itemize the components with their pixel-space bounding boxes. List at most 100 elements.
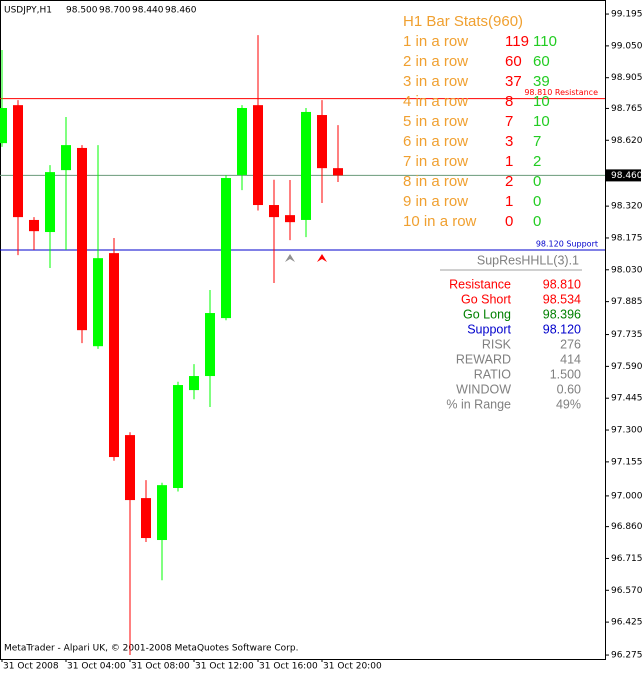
indicator-label: RATIO xyxy=(474,367,512,381)
plot-frame xyxy=(0,0,606,660)
y-tick-label: 97.590 xyxy=(611,362,643,372)
y-tick-label: 96.570 xyxy=(611,586,643,596)
stats-up: 0 xyxy=(533,193,541,210)
stats-up: 10 xyxy=(533,93,550,110)
y-tick-label: 98.320 xyxy=(611,202,643,212)
candle-body xyxy=(45,172,55,233)
candle-body xyxy=(285,215,295,223)
stats-up: 2 xyxy=(533,153,541,170)
stats-down: 3 xyxy=(505,133,513,150)
header-price: 98.440 xyxy=(132,6,164,16)
indicator-value: 98.396 xyxy=(543,307,581,321)
indicator-label: % in Range xyxy=(446,397,511,411)
indicator-value: 49% xyxy=(556,397,581,411)
stats-down: 2 xyxy=(505,173,513,190)
stats-down: 119 xyxy=(505,33,529,50)
resistance-label: 98.810 Resistance xyxy=(524,88,598,97)
y-tick-label: 98.765 xyxy=(611,104,643,114)
header-price: 98.500 xyxy=(66,6,98,16)
y-tick-label: 97.155 xyxy=(611,457,643,467)
indicator-label: Go Long xyxy=(463,307,511,321)
stats-down: 0 xyxy=(505,213,513,230)
candle-body xyxy=(333,168,343,176)
stats-label: 7 in a row xyxy=(403,153,468,170)
stats-label: 8 in a row xyxy=(403,173,468,190)
x-tick-label: 31 Oct 16:00 xyxy=(259,662,318,672)
y-tick-label: 96.715 xyxy=(611,554,643,564)
stats-label: 3 in a row xyxy=(403,73,468,90)
y-tick-label: 97.300 xyxy=(611,426,643,436)
candle-body xyxy=(0,108,7,144)
y-tick-label: 99.195 xyxy=(611,10,643,20)
stats-down: 1 xyxy=(505,193,513,210)
stats-up: 0 xyxy=(533,173,541,190)
candle-body xyxy=(269,205,279,218)
stats-down: 37 xyxy=(505,73,522,90)
stats-down: 8 xyxy=(505,93,513,110)
candle-body xyxy=(77,147,87,331)
indicator-label: RISK xyxy=(482,337,512,351)
footer: MetaTrader - Alpari UK, © 2001-2008 Meta… xyxy=(4,644,298,654)
current-price-box xyxy=(606,169,641,182)
y-tick-label: 98.620 xyxy=(611,136,643,146)
stats-label: 6 in a row xyxy=(403,133,468,150)
candle-body xyxy=(141,498,151,539)
y-tick-label: 97.445 xyxy=(611,394,643,404)
y-tick-label: 97.735 xyxy=(611,330,643,340)
stats-title: H1 Bar Stats(960) xyxy=(403,13,523,30)
y-tick-label: 98.905 xyxy=(611,73,643,83)
stats-label: 5 in a row xyxy=(403,113,468,130)
candle-body xyxy=(93,258,103,347)
stats-up: 39 xyxy=(533,73,550,90)
indicator-value: 98.120 xyxy=(543,322,581,336)
indicator-value: 98.534 xyxy=(543,292,581,306)
candle-body xyxy=(221,178,231,319)
stats-down: 7 xyxy=(505,113,513,130)
stats-up: 60 xyxy=(533,53,550,70)
x-tick-label: 31 Oct 08:00 xyxy=(131,662,190,672)
indicator-value: 0.60 xyxy=(557,382,581,396)
candle-body xyxy=(237,108,247,175)
x-tick-label: 31 Oct 12:00 xyxy=(195,662,254,672)
support-label: 98.120 Support xyxy=(536,240,598,249)
y-tick-label: 97.000 xyxy=(611,491,643,501)
stats-label: 4 in a row xyxy=(403,93,468,110)
stats-up: 0 xyxy=(533,213,541,230)
candle-body xyxy=(61,145,71,171)
stats-up: 10 xyxy=(533,113,550,130)
stats-down: 60 xyxy=(505,53,522,70)
candle-body xyxy=(13,105,23,218)
candle-body xyxy=(29,219,39,232)
indicator-value: 276 xyxy=(560,337,581,351)
y-tick-label: 96.860 xyxy=(611,522,643,532)
indicator-label: REWARD xyxy=(456,352,511,366)
y-tick-label: 96.425 xyxy=(611,618,643,628)
x-tick-label: 31 Oct 04:00 xyxy=(67,662,126,672)
candle-body xyxy=(205,313,215,377)
x-tick-label: 31 Oct 2008 xyxy=(3,662,59,672)
candle-body xyxy=(125,435,135,501)
indicator-label: Go Short xyxy=(461,292,512,306)
y-tick-label: 96.275 xyxy=(611,651,643,661)
y-tick-label: 99.050 xyxy=(611,41,643,51)
stats-label: 2 in a row xyxy=(403,53,468,70)
indicator-value: 1.500 xyxy=(550,367,581,381)
indicator-label: Support xyxy=(467,322,511,336)
header-price: 98.460 xyxy=(165,6,197,16)
indicator-value: 414 xyxy=(560,352,581,366)
x-tick-label: 31 Oct 20:00 xyxy=(323,662,382,672)
candle-body xyxy=(317,115,327,169)
stats-down: 1 xyxy=(505,153,513,170)
current-price-label: 98.460 xyxy=(611,171,643,181)
stats-up: 7 xyxy=(533,133,541,150)
stats-up: 110 xyxy=(533,33,557,50)
candle-body xyxy=(173,385,183,488)
y-tick-label: 97.885 xyxy=(611,297,643,307)
y-tick-label: 98.030 xyxy=(611,265,643,275)
signal-arrow xyxy=(285,254,295,262)
stats-label: 10 in a row xyxy=(403,213,477,230)
candle-body xyxy=(189,376,199,391)
symbol: USDJPY,H1 xyxy=(4,6,52,16)
candle-body xyxy=(301,111,311,220)
